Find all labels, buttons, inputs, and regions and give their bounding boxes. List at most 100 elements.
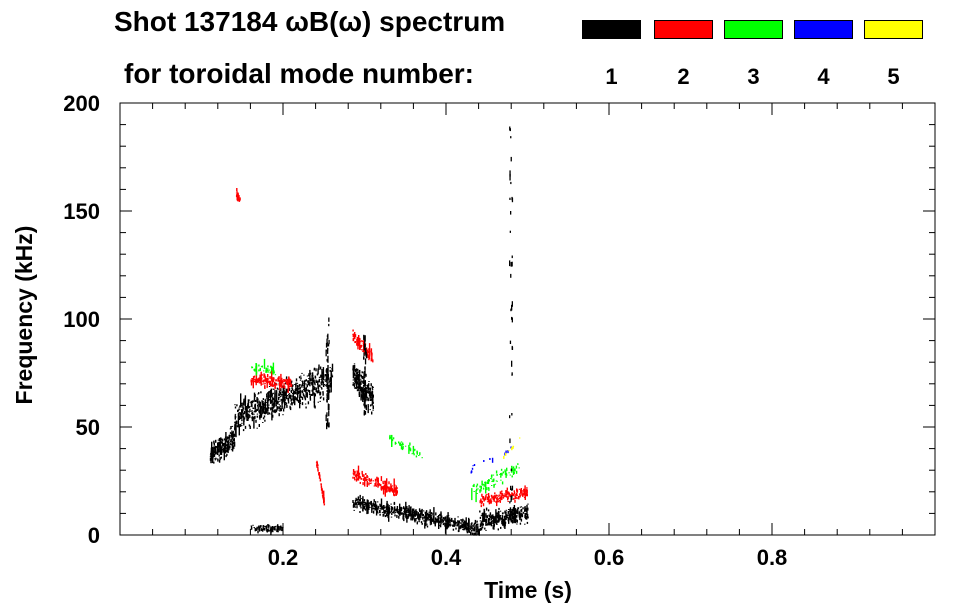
spectral-point (367, 503, 370, 506)
spectral-point (409, 506, 412, 510)
spectral-point (489, 519, 491, 521)
spectral-point (483, 517, 485, 520)
spectral-point (364, 347, 367, 353)
spectral-point (278, 390, 281, 394)
spectral-point (456, 524, 458, 527)
spectral-point (263, 358, 266, 369)
spectral-point (315, 381, 318, 383)
spectral-point (497, 515, 499, 519)
spectral-point (271, 403, 273, 406)
spectral-point (516, 515, 518, 518)
spectral-point (417, 512, 420, 515)
spectral-point (457, 520, 459, 523)
spectral-point (314, 393, 316, 397)
spectral-point (485, 519, 487, 526)
spectral-point (393, 492, 395, 496)
spectral-point (430, 516, 433, 520)
spectral-point (255, 370, 258, 374)
spectral-point (520, 489, 522, 492)
spectral-point (362, 391, 364, 395)
spectral-point (473, 522, 476, 525)
spectral-point (361, 349, 363, 351)
spectral-point (269, 389, 272, 404)
spectral-point (321, 490, 323, 492)
spectral-point (510, 156, 512, 162)
spectral-point (262, 401, 264, 403)
spectral-point (484, 519, 486, 520)
spectral-point (517, 496, 520, 499)
spectral-point (460, 519, 462, 520)
spectral-point (415, 518, 417, 522)
spectral-point (368, 388, 370, 391)
spectral-point (292, 393, 294, 395)
spectral-point (324, 385, 327, 387)
spectral-point (319, 385, 321, 388)
spectral-point (326, 382, 329, 387)
spectral-point (231, 438, 234, 440)
spectral-point (299, 394, 301, 396)
spectral-point (268, 404, 270, 406)
spectral-point (356, 472, 359, 475)
spectral-point (238, 407, 240, 409)
spectral-point (242, 402, 244, 406)
spectral-point (318, 378, 321, 380)
spectral-point (271, 526, 274, 529)
spectral-point (284, 398, 286, 402)
spectral-point (253, 379, 255, 381)
spectral-point (311, 394, 313, 396)
spectral-point (245, 408, 247, 411)
spectral-point (389, 434, 391, 437)
spectral-point (361, 395, 363, 397)
feature-n3-mid (389, 434, 423, 459)
spectral-point (479, 528, 481, 531)
spectral-point (274, 383, 276, 386)
spectral-point (368, 358, 370, 361)
spectral-point (330, 380, 332, 384)
spectral-point (470, 525, 472, 529)
spectral-point (246, 406, 248, 411)
spectral-point (360, 378, 362, 380)
spectral-point (492, 526, 494, 530)
spectral-point (366, 477, 368, 479)
spectral-point (370, 350, 372, 353)
chart-subtitle: for toroidal mode number: (124, 58, 474, 89)
spectral-point (495, 500, 497, 503)
spectral-point (514, 494, 516, 497)
spectral-point (366, 390, 368, 394)
spectral-point (440, 511, 442, 525)
spectral-point (526, 488, 528, 492)
spectral-point (399, 511, 402, 515)
legend-swatch-mode-1 (582, 20, 641, 39)
spectral-point (227, 444, 230, 446)
spectral-point (358, 473, 360, 476)
spectral-point (264, 419, 266, 422)
spectral-point (263, 373, 265, 377)
spectral-point (238, 195, 240, 199)
spectral-point (524, 494, 526, 500)
spectral-point (519, 516, 521, 520)
spectral-point (382, 480, 384, 484)
spectral-point (230, 431, 232, 434)
spectral-point (264, 383, 266, 385)
spectral-point (460, 522, 462, 525)
spectral-point (257, 406, 259, 410)
spectral-point (524, 508, 526, 512)
spectral-point (509, 170, 511, 177)
spectral-point (255, 382, 257, 386)
spectral-point (367, 351, 369, 353)
spectral-point (373, 502, 375, 504)
spectral-point (451, 524, 453, 526)
spectral-point (383, 483, 385, 485)
spectral-point (352, 365, 354, 367)
spectral-point (388, 489, 390, 492)
spectral-point (237, 424, 239, 427)
spectral-point (415, 455, 418, 458)
spectral-point (366, 479, 369, 481)
spectral-point (286, 380, 288, 383)
spectral-point (502, 518, 504, 526)
spectral-point (241, 409, 243, 413)
spectral-point (377, 508, 379, 510)
spectral-point (390, 487, 392, 491)
spectral-point (216, 446, 218, 449)
